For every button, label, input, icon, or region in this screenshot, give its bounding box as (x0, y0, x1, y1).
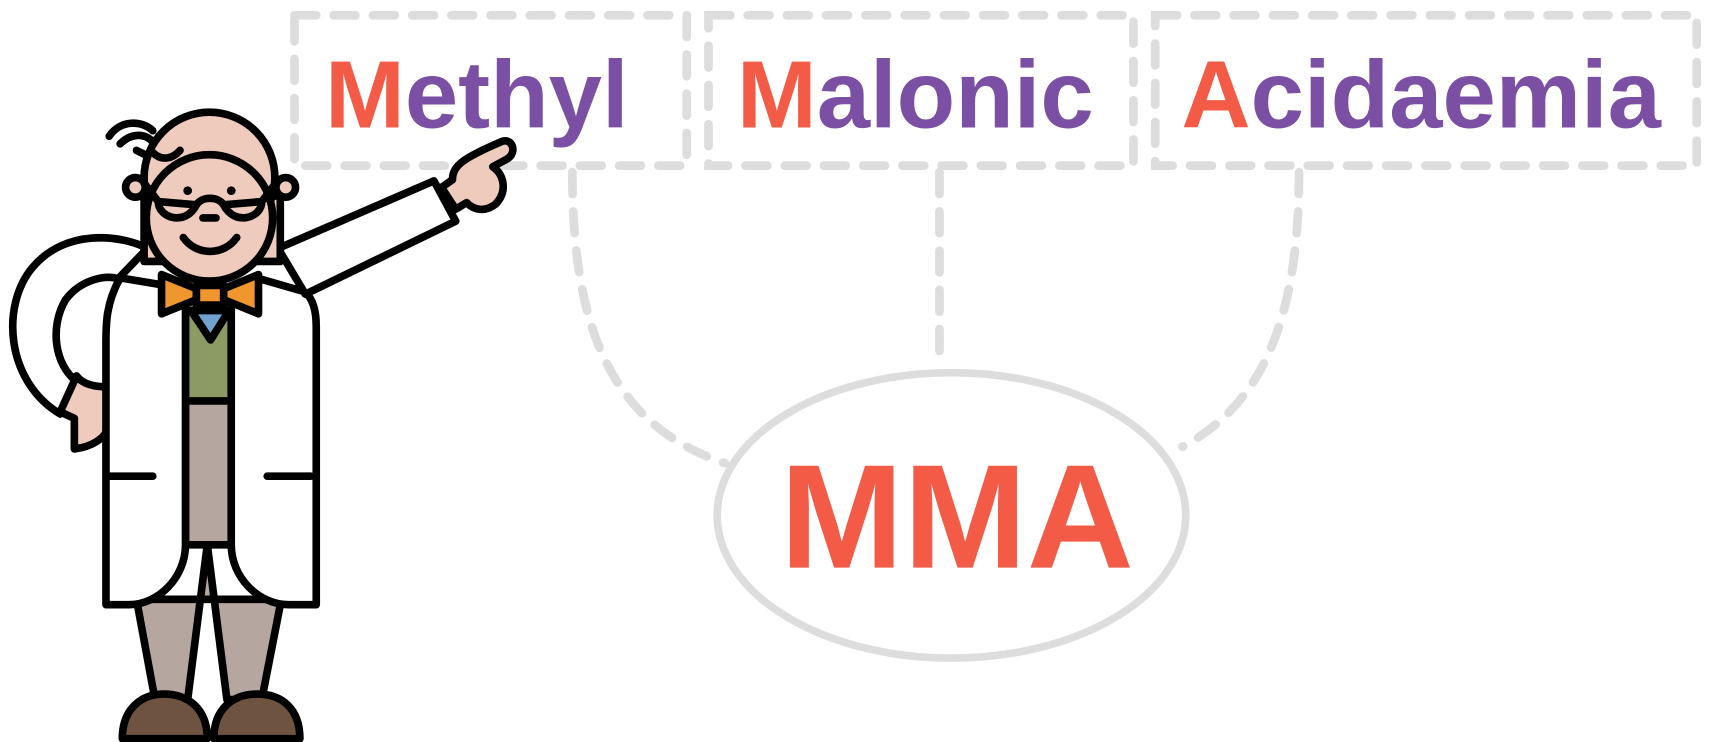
acronym: MMA (780, 435, 1134, 600)
word-rest: alonic (817, 41, 1094, 148)
word: Malonic (737, 41, 1094, 148)
connector (572, 172, 725, 463)
page: {"words": [ {"initial": "M", "rest": "et… (0, 0, 1709, 742)
scientist (13, 112, 513, 739)
word-initial: M (325, 41, 405, 148)
word-rest: cidaemia (1251, 41, 1662, 148)
word-rest: ethyl (405, 41, 629, 148)
connector (1182, 172, 1299, 447)
word: Methyl (325, 41, 629, 148)
word: Acidaemia (1181, 41, 1661, 148)
word-initial: A (1181, 41, 1250, 148)
word-initial: M (737, 41, 817, 148)
connectors (572, 172, 1299, 463)
diagram: Methyl Malonic Acidaemia MMA (0, 0, 1709, 742)
